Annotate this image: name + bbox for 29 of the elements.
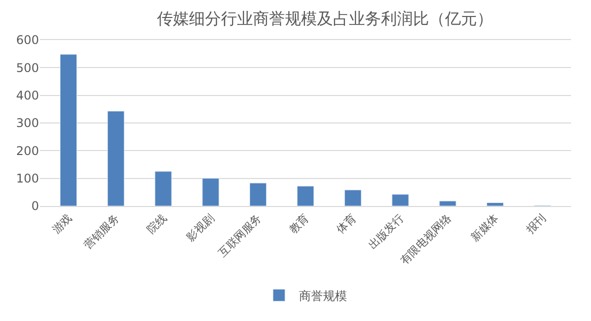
bar (439, 200, 456, 206)
x-tick-label: 影视剧 (184, 212, 217, 244)
legend-label: 商誉规模 (299, 288, 347, 303)
y-tick-label: 400 (16, 88, 39, 103)
bar (392, 194, 409, 206)
x-tick-label: 营销服务 (82, 212, 122, 252)
x-tick-label: 体育 (334, 212, 359, 236)
bar (344, 190, 362, 206)
x-tick-label: 院线 (144, 212, 170, 236)
bar (107, 110, 124, 206)
x-tick-label: 互联网服务 (216, 212, 264, 260)
bar (296, 186, 314, 206)
bar (202, 178, 220, 206)
x-tick-label: 报刊 (523, 212, 549, 237)
y-tick-label: 300 (16, 116, 39, 130)
bar (486, 202, 504, 206)
y-tick-label: 600 (16, 33, 39, 48)
bar (60, 54, 77, 206)
chart-title: 传媒细分行业商誉规模及占业务利润比（亿元） (157, 9, 494, 28)
x-tick-label: 教育 (286, 212, 312, 236)
bar (154, 171, 172, 206)
y-tick-label: 0 (31, 199, 39, 214)
y-tick-label: 500 (16, 60, 39, 75)
bar (250, 182, 267, 206)
x-tick-label: 新媒体 (468, 212, 502, 244)
x-tick-label: 出版发行 (366, 212, 406, 252)
y-tick-label: 100 (16, 172, 39, 186)
y-tick-label: 200 (16, 144, 39, 158)
x-tick-label: 游戏 (50, 212, 74, 236)
